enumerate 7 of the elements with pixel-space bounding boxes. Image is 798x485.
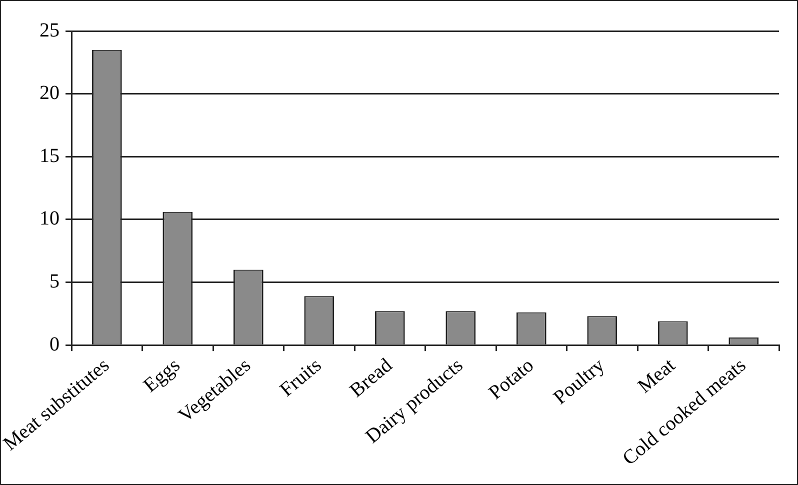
y-tick-label: 20 <box>40 82 60 104</box>
y-tick-label: 25 <box>40 19 60 42</box>
y-tick-label: 15 <box>40 144 60 167</box>
y-tick-label: 0 <box>50 333 60 356</box>
x-tick-label: Eggs <box>139 354 184 397</box>
y-tick-label: 5 <box>50 270 60 293</box>
y-tick-label: 10 <box>40 208 60 230</box>
